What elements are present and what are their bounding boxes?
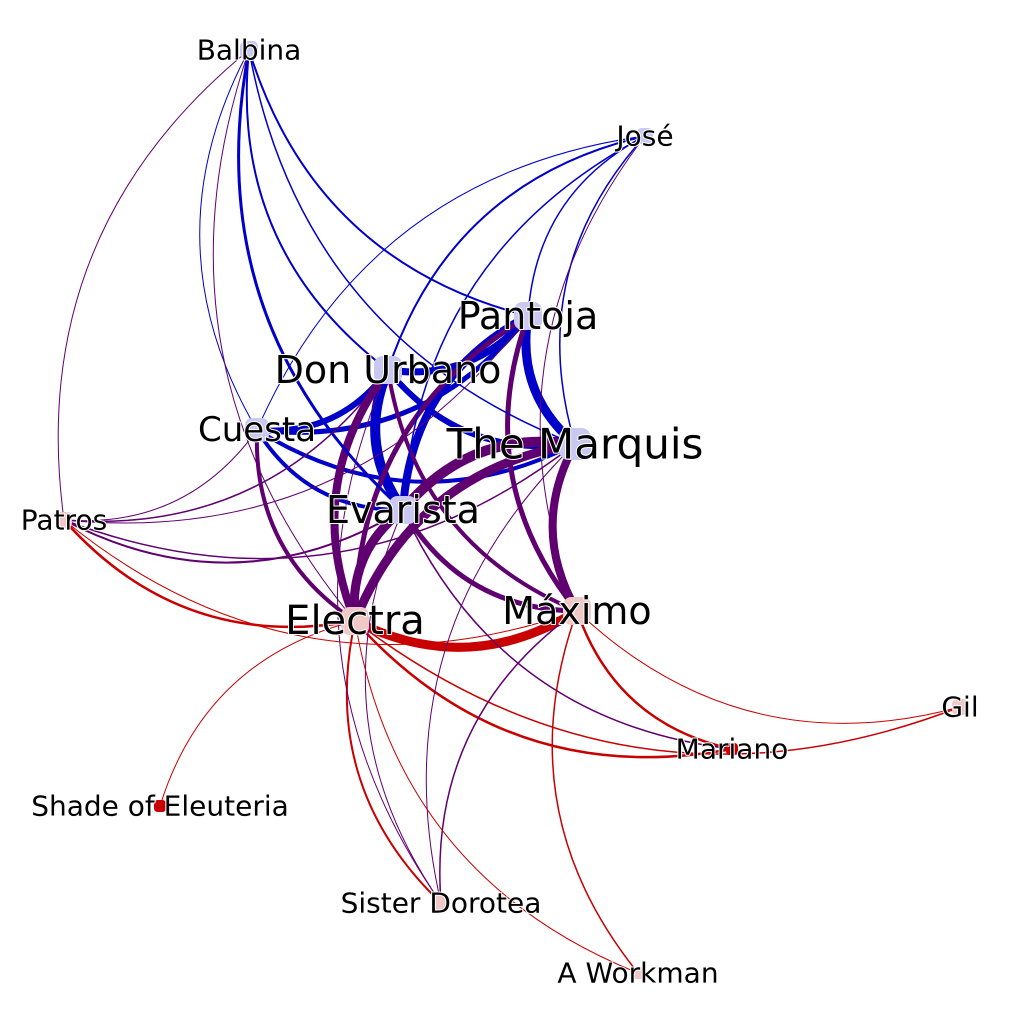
node-mariano <box>726 743 738 755</box>
node-dorotea <box>433 895 449 911</box>
edge-jose-evarista <box>402 135 646 511</box>
edge-the_marquis-maximo <box>548 440 581 615</box>
edge-maximo-gil <box>576 610 961 724</box>
edge-patros-pantoja <box>63 315 529 524</box>
edge-electra-dorotea <box>345 620 442 904</box>
node-label-gil: Gil <box>941 691 978 724</box>
edge-jose-pantoja <box>527 135 646 317</box>
edge-don_urbano-evarista <box>370 365 408 515</box>
node-cuesta <box>245 418 269 442</box>
edge-electra-mariano <box>353 619 734 759</box>
edge-cuesta-electra <box>254 428 357 623</box>
edge-maximo-mariano <box>575 609 734 751</box>
nodes-layer <box>56 41 968 979</box>
edge-patros-evarista <box>63 509 404 564</box>
node-maximo <box>563 597 591 625</box>
node-label-workman: A Workman <box>557 957 718 990</box>
node-balbina <box>240 41 258 59</box>
node-electra <box>341 607 369 635</box>
edge-jose-cuesta <box>256 135 646 431</box>
node-label-shade: Shade of Eleuteria <box>31 790 289 823</box>
edge-balbina-the_marquis <box>248 49 576 445</box>
node-evarista <box>389 496 417 524</box>
node-gil <box>952 699 968 715</box>
node-label-don_urbano: Don Urbano <box>275 348 502 392</box>
edge-don_urbano-dorotea <box>337 369 442 904</box>
node-label-balbina: Balbina <box>197 34 302 67</box>
edge-jose-don_urbano <box>387 135 646 371</box>
edge-electra-gil <box>354 620 961 755</box>
edge-evarista-dorotea <box>364 509 442 904</box>
edge-maximo-workman <box>551 610 639 974</box>
node-label-electra: Electra <box>285 598 425 644</box>
node-label-the_marquis: The Marquis <box>446 420 704 469</box>
edge-cuesta-pantoja <box>254 313 531 435</box>
edge-balbina-cuesta <box>199 49 258 431</box>
edge-cuesta-the_marquis <box>255 428 577 484</box>
edge-don_urbano-maximo <box>386 368 579 613</box>
node-shade <box>154 800 166 812</box>
node-label-cuesta: Cuesta <box>198 410 316 450</box>
node-jose <box>637 128 653 144</box>
node-label-evarista: Evarista <box>326 488 480 532</box>
node-label-dorotea: Sister Dorotea <box>341 887 542 920</box>
node-don_urbano <box>374 356 402 384</box>
node-patros <box>56 512 72 528</box>
edge-the_marquis-dorotea <box>425 443 576 904</box>
edge-electra-shade <box>159 620 356 807</box>
edge-balbina-pantoja <box>248 49 529 317</box>
edge-evarista-maximo <box>400 507 580 614</box>
edge-balbina-patros <box>57 49 250 521</box>
node-workman <box>632 967 644 979</box>
edge-cuesta-evarista <box>255 428 405 513</box>
edge-patros-don_urbano <box>63 369 389 523</box>
edge-balbina-evarista <box>237 48 405 512</box>
edge-the_marquis-evarista <box>398 436 580 515</box>
node-the_marquis <box>559 428 591 460</box>
node-label-maximo: Máximo <box>502 589 651 633</box>
edge-evarista-mariano <box>402 509 733 750</box>
edge-patros-electra <box>62 518 357 629</box>
edge-balbina-electra <box>212 49 356 622</box>
node-label-jose: José <box>614 120 673 153</box>
edge-pantoja-maximo <box>505 313 580 614</box>
edges-layer <box>57 48 961 974</box>
edge-patros-the_marquis <box>63 443 576 560</box>
edge-patros-cuesta <box>63 429 258 522</box>
edge-electra-maximo <box>350 606 582 652</box>
edge-balbina-don_urbano <box>245 49 389 371</box>
node-label-mariano: Mariano <box>676 733 789 766</box>
node-label-pantoja: Pantoja <box>458 294 599 338</box>
edge-don_urbano-electra <box>330 366 392 625</box>
edge-the_marquis-electra <box>350 439 580 626</box>
edge-jose-the_marquis <box>559 135 646 445</box>
edge-pantoja-electra <box>352 313 531 624</box>
labels-layer: Balbina José Pantoja Don Urbano Cuesta The Ma… <box>20 33 980 991</box>
node-label-patros: Patros <box>21 504 107 537</box>
edge-maximo-dorotea <box>439 610 578 904</box>
edge-electra-workman <box>354 620 639 974</box>
edge-jose-maximo <box>539 135 646 612</box>
node-pantoja <box>514 302 542 330</box>
